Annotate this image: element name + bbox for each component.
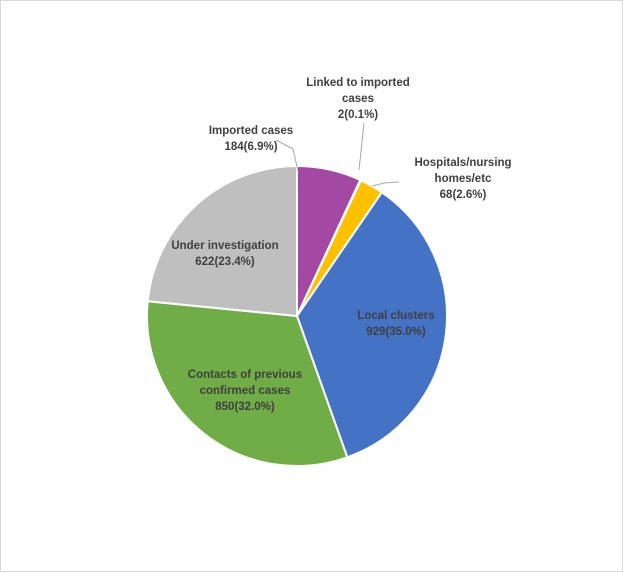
data-label: Linked to imported cases 2(0.1%) bbox=[306, 77, 410, 121]
leader-line bbox=[275, 139, 299, 172]
data-label: Under investigation 622(23.4%) bbox=[171, 240, 278, 268]
pie-slice bbox=[295, 190, 448, 459]
data-label: Local clusters 929(35.0%) bbox=[357, 310, 434, 338]
leader-line bbox=[371, 181, 400, 187]
leader-line bbox=[358, 122, 365, 171]
data-label: Imported cases 184(6.9%) bbox=[209, 125, 293, 153]
data-label: Contacts of previous confirmed cases 850(3… bbox=[188, 369, 302, 413]
pie-slice bbox=[146, 164, 298, 318]
pie-slice bbox=[146, 300, 349, 467]
data-label: Hospitals/nursing homes/etc 68(2.6%) bbox=[414, 157, 511, 201]
